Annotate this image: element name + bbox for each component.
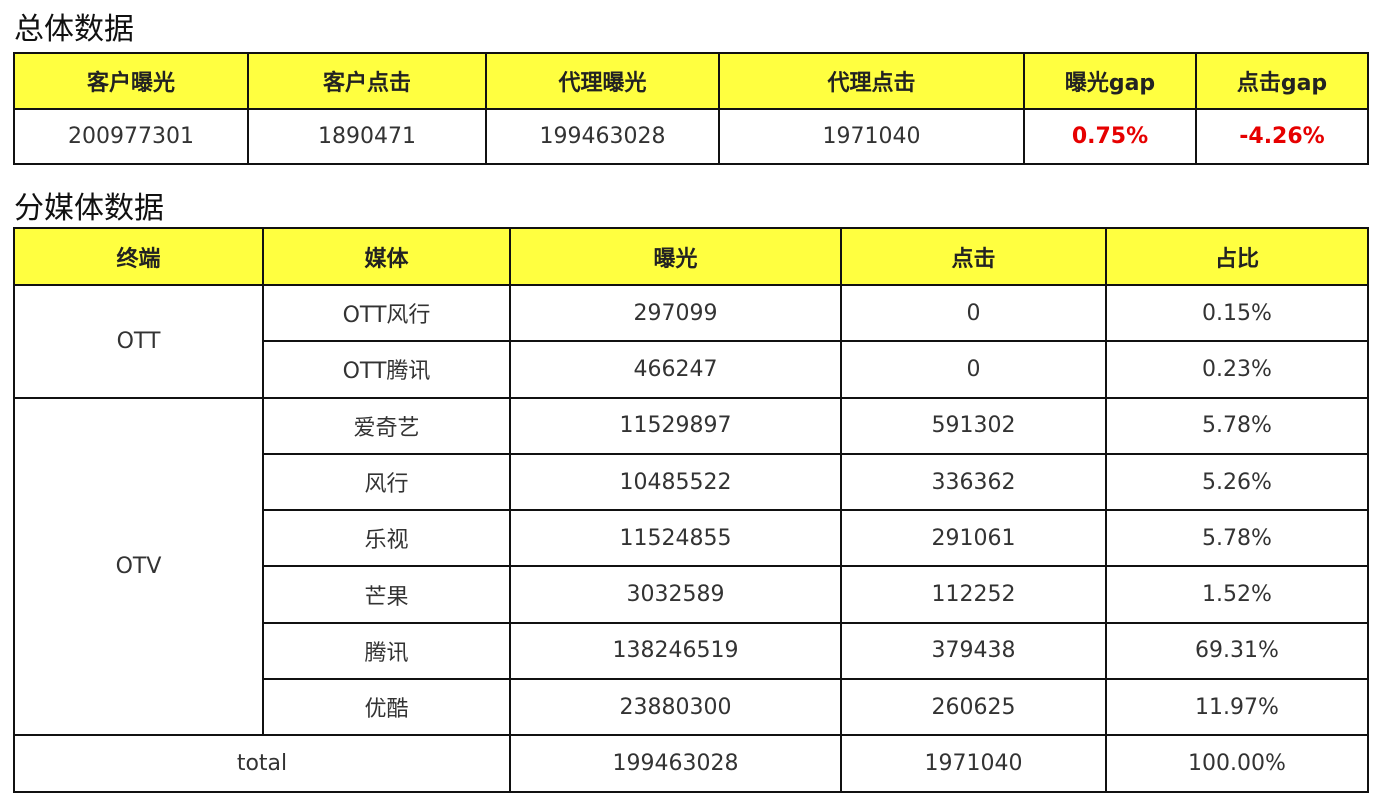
cell: OTT风行	[262, 283, 511, 343]
header-cell: 点击	[840, 227, 1107, 286]
cell: 260625	[840, 678, 1107, 737]
cell: 优酷	[262, 678, 511, 737]
table-row: 优酷 23880300 260625 11.97%	[14, 678, 1369, 737]
cell: OTT腾讯	[262, 340, 511, 399]
cell: 591302	[840, 396, 1107, 455]
table-row: 200977301 1890471 199463028 1971040 0.75…	[13, 108, 1369, 165]
table-row: 腾讯 138246519 379438 69.31%	[14, 621, 1369, 681]
header-cell: 曝光	[509, 227, 842, 286]
header-cell: 占比	[1105, 227, 1369, 286]
cell: 466247	[509, 340, 842, 399]
cell: 200977301	[13, 108, 249, 165]
media-table: 终端 媒体 曝光 点击 占比 OTT OTT风行 297099 0 0.15% OTT腾讯…	[13, 227, 1369, 793]
cell: 336362	[840, 452, 1107, 512]
header-cell: 客户曝光	[13, 52, 249, 110]
cell: 芒果	[262, 565, 511, 624]
header-cell: 媒体	[262, 227, 511, 286]
cell: 1.52%	[1105, 565, 1369, 624]
header-cell: 代理点击	[718, 52, 1025, 110]
total-row: total 199463028 1971040 100.00%	[13, 734, 1369, 793]
table-row: 风行 10485522 336362 5.26%	[14, 452, 1369, 512]
cell: 1971040	[840, 734, 1107, 793]
overall-table: 客户曝光 客户点击 代理曝光 代理点击 曝光gap 点击gap 20097730…	[13, 52, 1369, 165]
header-cell: 终端	[13, 227, 264, 286]
click-gap: -4.26%	[1195, 108, 1369, 165]
header-cell: 代理曝光	[485, 52, 720, 110]
cell: 11.97%	[1105, 678, 1369, 737]
header-row: 客户曝光 客户点击 代理曝光 代理点击 曝光gap 点击gap	[13, 52, 1369, 110]
cell: 11524855	[509, 509, 842, 568]
header-row: 终端 媒体 曝光 点击 占比	[13, 227, 1369, 286]
cell: 5.26%	[1105, 452, 1369, 512]
total-label: total	[13, 734, 511, 793]
cell: 23880300	[509, 678, 842, 737]
header-cell: 点击gap	[1195, 52, 1369, 110]
table-row: 乐视 11524855 291061 5.78%	[14, 509, 1369, 568]
cell: 69.31%	[1105, 621, 1369, 681]
cell: 297099	[509, 283, 842, 343]
cell: 199463028	[509, 734, 842, 793]
exposure-gap: 0.75%	[1023, 108, 1197, 165]
table-row: OTT腾讯 466247 0 0.23%	[14, 340, 1369, 399]
cell: 112252	[840, 565, 1107, 624]
cell: 5.78%	[1105, 509, 1369, 568]
terminal-cell: OTT	[13, 284, 264, 399]
header-cell: 曝光gap	[1023, 52, 1197, 110]
cell: 11529897	[509, 396, 842, 455]
cell: 乐视	[262, 509, 511, 568]
cell: 199463028	[485, 108, 720, 165]
cell: 风行	[262, 452, 511, 512]
cell: 10485522	[509, 452, 842, 512]
cell: 3032589	[509, 565, 842, 624]
cell: 爱奇艺	[262, 396, 511, 455]
cell: 100.00%	[1105, 734, 1369, 793]
cell: 0.23%	[1105, 340, 1369, 399]
cell: 1890471	[247, 108, 487, 165]
media-title: 分媒体数据	[14, 191, 164, 226]
cell: 0	[840, 340, 1107, 399]
cell: 1971040	[718, 108, 1025, 165]
table-row: OTT OTT风行 297099 0 0.15%	[13, 283, 1369, 399]
table-row: OTV 爱奇艺 11529897 591302 5.78%	[13, 396, 1369, 737]
cell: 291061	[840, 509, 1107, 568]
cell: 0.15%	[1105, 283, 1369, 343]
cell: 0	[840, 283, 1107, 343]
header-cell: 客户点击	[247, 52, 487, 110]
cell: 腾讯	[262, 621, 511, 681]
cell: 379438	[840, 621, 1107, 681]
cell: 138246519	[509, 621, 842, 681]
table-row: 芒果 3032589 112252 1.52%	[14, 565, 1369, 624]
cell: 5.78%	[1105, 396, 1369, 455]
overall-title: 总体数据	[14, 12, 134, 47]
terminal-cell: OTV	[13, 396, 264, 737]
